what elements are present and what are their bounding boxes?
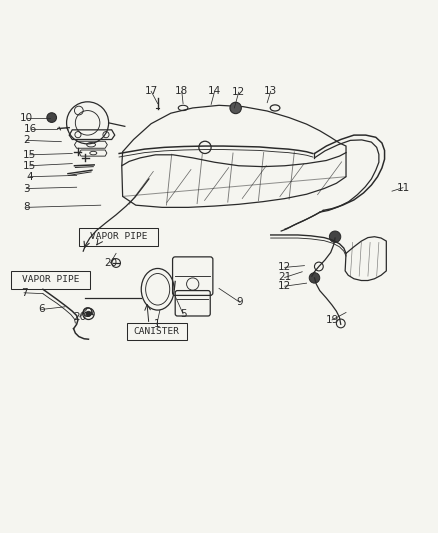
Circle shape (47, 113, 57, 123)
Text: VAPOR PIPE: VAPOR PIPE (21, 275, 79, 284)
Text: 11: 11 (396, 183, 410, 192)
Text: 2: 2 (23, 135, 30, 146)
Text: 15: 15 (23, 150, 36, 160)
Text: 16: 16 (24, 124, 37, 134)
Circle shape (230, 102, 241, 114)
Text: 15: 15 (23, 161, 36, 171)
Text: VAPOR PIPE: VAPOR PIPE (89, 232, 147, 241)
Text: 17: 17 (145, 86, 158, 96)
Text: 20: 20 (73, 312, 86, 322)
Text: 8: 8 (23, 203, 30, 212)
Text: 10: 10 (20, 114, 33, 124)
Text: 6: 6 (38, 304, 45, 314)
Text: 12: 12 (278, 281, 291, 291)
Circle shape (309, 273, 320, 283)
Text: 1: 1 (153, 319, 160, 329)
Text: 7: 7 (21, 288, 28, 298)
Text: 4: 4 (26, 172, 33, 182)
Text: 12: 12 (232, 87, 245, 97)
Text: 12: 12 (278, 262, 291, 272)
Text: 19: 19 (325, 315, 339, 325)
Text: 3: 3 (23, 183, 30, 193)
Text: 14: 14 (208, 86, 221, 96)
Text: CANISTER: CANISTER (134, 327, 180, 336)
Circle shape (329, 231, 341, 243)
Text: 13: 13 (264, 86, 277, 96)
Text: 18: 18 (175, 86, 188, 96)
Text: 5: 5 (180, 309, 187, 319)
Text: 20: 20 (104, 258, 117, 268)
Circle shape (86, 311, 91, 317)
Text: 9: 9 (237, 297, 244, 308)
Text: 21: 21 (278, 272, 291, 282)
